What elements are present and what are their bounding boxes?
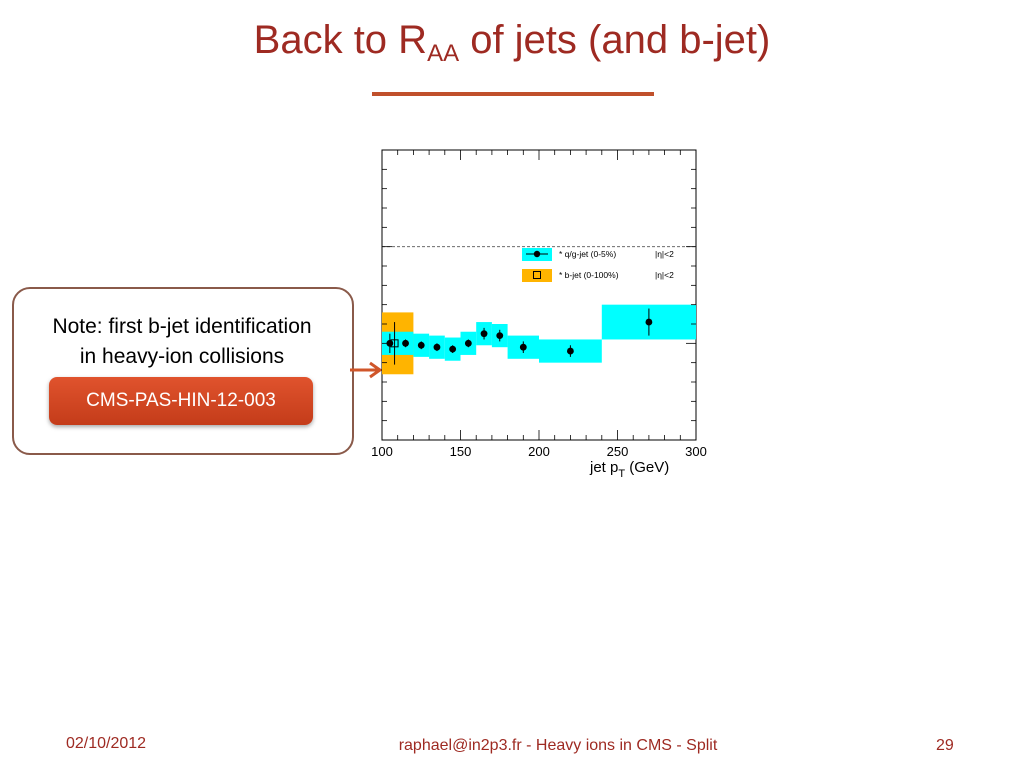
qg-jet-point xyxy=(480,330,488,338)
x-tick-label: 100 xyxy=(371,444,393,459)
page-number: 29 xyxy=(936,737,954,754)
qg-jet-point xyxy=(464,339,472,347)
qg-jet-point xyxy=(433,343,441,351)
qg-jet-point xyxy=(402,339,409,347)
qg-jet-point xyxy=(645,318,653,326)
reference-button[interactable]: CMS-PAS-HIN-12-003 xyxy=(49,377,313,425)
title-main: Back to R xyxy=(253,18,428,62)
footer-center: raphael@in2p3.fr - Heavy ions in CMS - S… xyxy=(398,737,718,754)
slide-title: Back to RAA of jets (and b-jet) xyxy=(0,18,1024,68)
legend-label: * b-jet (0-100%) xyxy=(559,270,619,280)
qg-jet-point xyxy=(567,347,574,355)
x-axis-label: jet pT (GeV) xyxy=(589,459,669,480)
raa-plot: * q/g-jet (0-5%) |η|<2 * b-jet (0-100%) |η|… xyxy=(371,149,707,480)
title-rest: of jets (and b-jet) xyxy=(459,18,771,62)
plot-frame-layer xyxy=(381,149,697,441)
qg-jet-point xyxy=(449,345,457,353)
legend: * q/g-jet (0-5%) |η|<2 * b-jet (0-100%) |η|… xyxy=(522,248,674,282)
plot-frame xyxy=(381,149,697,441)
note-line-2: in heavy-ion collisions xyxy=(79,345,285,368)
title-subscript: AA xyxy=(427,40,460,67)
footer-date: 02/10/2012 xyxy=(66,735,147,752)
x-tick-label: 200 xyxy=(528,444,550,459)
qg-jet-point xyxy=(496,332,504,339)
arrow-right-icon xyxy=(350,361,383,379)
legend-swatch xyxy=(522,269,552,282)
note-text: Note: first b-jet identification in heav… xyxy=(14,312,350,372)
legend-eta: |η|<2 xyxy=(655,270,674,280)
legend-eta: |η|<2 xyxy=(655,249,674,259)
note-line-1: Note: first b-jet identification xyxy=(52,315,312,338)
x-tick-label: 250 xyxy=(607,444,629,459)
title-underline xyxy=(372,92,654,96)
legend-marker xyxy=(533,250,541,258)
qg-jet-point xyxy=(519,343,527,351)
note-box xyxy=(12,287,354,455)
x-tick-label: 300 xyxy=(685,444,707,459)
legend-label: * q/g-jet (0-5%) xyxy=(559,249,616,259)
axis-layer: 100 150 200 250 300 jet pT (GeV) xyxy=(371,149,707,480)
x-tick-label: 150 xyxy=(450,444,472,459)
qg-jet-point xyxy=(417,341,425,349)
legend-marker xyxy=(533,271,541,279)
